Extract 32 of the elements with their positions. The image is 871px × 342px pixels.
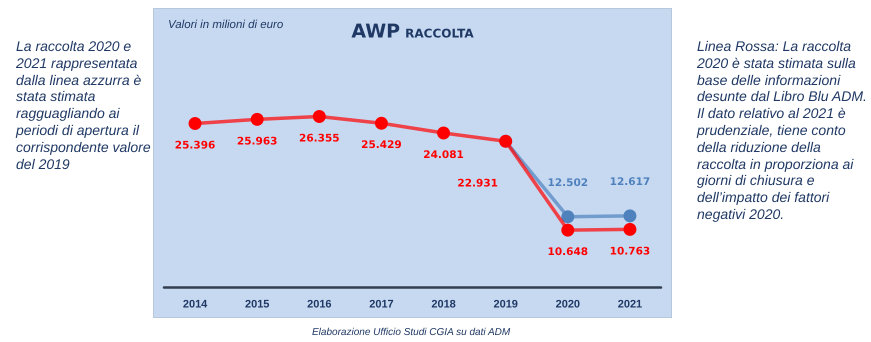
data-label: 25.429 — [361, 139, 402, 152]
point — [623, 222, 636, 236]
point — [437, 126, 450, 140]
data-label: 10.648 — [548, 246, 588, 258]
x-tick-label: 2019 — [493, 298, 518, 310]
x-tick-label: 2015 — [244, 298, 270, 310]
point — [188, 116, 202, 130]
x-tick-label: 2021 — [618, 298, 642, 310]
point — [312, 110, 326, 124]
data-label: 12.617 — [610, 176, 650, 188]
x-tick-label: 2016 — [307, 298, 332, 310]
text: Linea Rossa: La raccolta 2020 è stata stimata sulla base delle informazioni desunte dal Libro Blu ADM. Il dato relativo al 2021 è prudenziale, tiene conto della riduzione della raccolta in proporziona ai giorni di chiusura e dell’impatto dei fattori negativi 2020. — [697, 38, 867, 222]
text: La raccolta 2020 e 2021 rappresentata dalla linea azzurra è stata stimata ragguagliando ai periodi di apertura il corrispondente valore del 2019 — [16, 38, 151, 172]
data-label: 24.081 — [423, 148, 464, 161]
point — [374, 116, 388, 130]
point — [623, 209, 636, 222]
data-label: 25.396 — [174, 139, 216, 152]
x-tick-label: 2017 — [369, 298, 394, 310]
x-tick-label: 2014 — [182, 298, 208, 310]
x-tick-label: 2018 — [431, 298, 456, 310]
data-label: 10.763 — [610, 245, 650, 258]
data-label: 25.963 — [236, 135, 278, 148]
point — [561, 224, 574, 237]
x-tick-label: 2020 — [556, 298, 580, 310]
point — [250, 112, 264, 126]
text: Elaborazione Ufficio Studi CGIA su dati ADM — [312, 326, 510, 340]
point — [561, 210, 574, 224]
data-label: 22.931 — [457, 177, 498, 190]
data-label: 26.355 — [299, 132, 340, 145]
text: Valori in milioni di euro — [168, 18, 284, 33]
data-label: 12.502 — [548, 176, 588, 189]
chart-title: AWP RACCOLTA — [351, 20, 474, 42]
